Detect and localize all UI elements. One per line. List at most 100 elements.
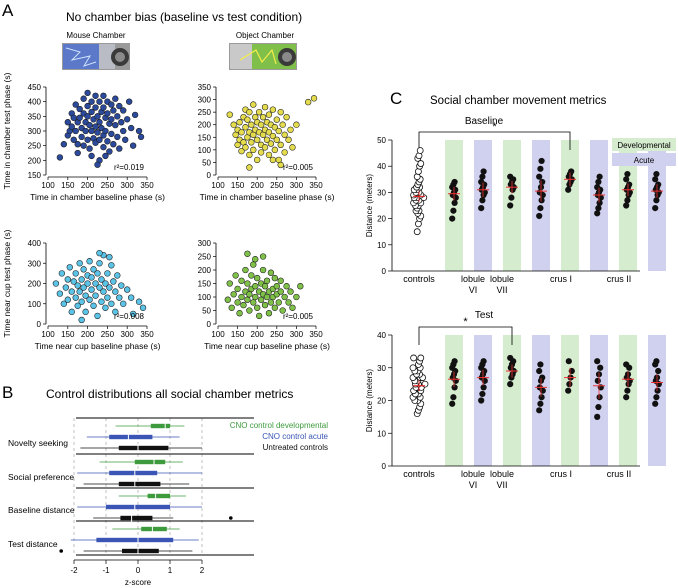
r-squared-annotation: r²=0.005 (283, 163, 314, 172)
data-point (255, 312, 263, 320)
panel-c-letter: C (390, 89, 402, 108)
data-point (108, 116, 115, 123)
object-chamber-label: Object Chamber (236, 31, 295, 40)
legend-entry: CNO control developmental (230, 421, 328, 430)
data-point (267, 299, 275, 306)
data-point (104, 110, 111, 117)
data-point (86, 296, 93, 303)
scatter-panels: 100 150 200 250 300 350150200250300350400450T… (2, 72, 335, 351)
data-point (92, 280, 99, 287)
data-point (451, 384, 458, 391)
data-point (72, 101, 79, 108)
data-point (124, 116, 131, 123)
data-point (252, 293, 259, 301)
control-point (416, 147, 424, 154)
data-point (80, 95, 87, 102)
data-point (84, 102, 91, 110)
y-tick-label: 20 (377, 397, 386, 406)
group-label: crus II (607, 469, 632, 479)
box-row (93, 514, 174, 522)
data-point (72, 270, 79, 277)
data-point (102, 304, 109, 311)
strip-c-baseline: 0 10 20 30 40 50 Distance (meters) Baseline cont… (365, 116, 666, 295)
data-point (127, 124, 135, 132)
x-tick-label: 300 (121, 181, 135, 190)
data-point (271, 304, 279, 311)
data-point (279, 121, 286, 128)
data-point (76, 105, 83, 113)
data-point (104, 270, 111, 277)
data-point (112, 121, 119, 129)
data-point (449, 400, 456, 407)
data-point (94, 129, 101, 136)
data-point (507, 173, 514, 180)
data-point (110, 278, 117, 285)
data-point (76, 114, 83, 121)
y-tick-label: 100 (198, 146, 212, 155)
outlier-point (229, 516, 233, 520)
dot-group (622, 170, 634, 209)
y-tick-label: 0 (382, 267, 387, 276)
data-point (265, 129, 273, 136)
data-point (96, 119, 103, 126)
control-point (410, 354, 418, 362)
data-point (74, 149, 81, 157)
y-tick-label: 350 (198, 83, 212, 92)
data-point (273, 283, 280, 290)
data-point (265, 310, 273, 317)
control-point (417, 160, 425, 167)
iqr-box (106, 504, 170, 510)
data-point (250, 146, 257, 154)
data-point (74, 302, 81, 309)
condition-band (561, 335, 579, 466)
data-point (508, 194, 515, 201)
data-point (538, 157, 545, 165)
x-tick-label: 200 (251, 330, 265, 339)
data-point (269, 106, 277, 113)
panel-b-letter: B (2, 383, 13, 402)
data-point (507, 354, 514, 362)
box-panel: -2 -1 0 1 2 z-score CNO control developmental C… (8, 417, 329, 587)
y-tick-label: 0 (207, 171, 212, 180)
data-point (116, 145, 123, 152)
data-point (252, 256, 259, 263)
x-tick-label: 350 (309, 330, 323, 339)
data-point (248, 121, 255, 128)
data-point (652, 176, 659, 183)
y-axis-label: Distance (meters) (365, 369, 374, 432)
y-axis-label: Time near cup test phase (s) (2, 229, 12, 337)
data-point (230, 291, 237, 298)
data-point (289, 304, 296, 311)
data-point (259, 266, 267, 274)
iqr-box (134, 459, 166, 465)
x-tick-label: 350 (309, 181, 323, 190)
data-point (88, 152, 95, 160)
x-axis-label: Time in chamber baseline phase (s) (30, 192, 165, 202)
data-point (92, 123, 99, 130)
data-point (596, 173, 603, 180)
data-point (623, 202, 630, 209)
object-chamber-thumbnail (229, 43, 297, 70)
data-point (277, 108, 284, 116)
y-tick-label: 200 (198, 266, 212, 275)
condition-band (445, 335, 463, 466)
group-label: lobule (490, 469, 514, 479)
data-point (254, 274, 261, 282)
legend-label: Developmental (617, 141, 671, 150)
y-tick-label: 50 (377, 136, 386, 145)
y-tick-label: 250 (28, 142, 42, 151)
data-point (238, 293, 245, 301)
data-point (96, 249, 103, 257)
x-tick-label: 0 (136, 566, 141, 575)
data-point (594, 413, 601, 420)
data-point (255, 108, 263, 116)
x-tick-label: -2 (70, 566, 78, 575)
data-point (120, 300, 127, 307)
data-point (594, 377, 601, 384)
data-point (100, 143, 107, 151)
data-point (277, 141, 284, 149)
data-point (224, 296, 231, 303)
data-point (230, 121, 237, 128)
y-tick-label: 150 (28, 171, 42, 180)
data-point (92, 92, 99, 99)
